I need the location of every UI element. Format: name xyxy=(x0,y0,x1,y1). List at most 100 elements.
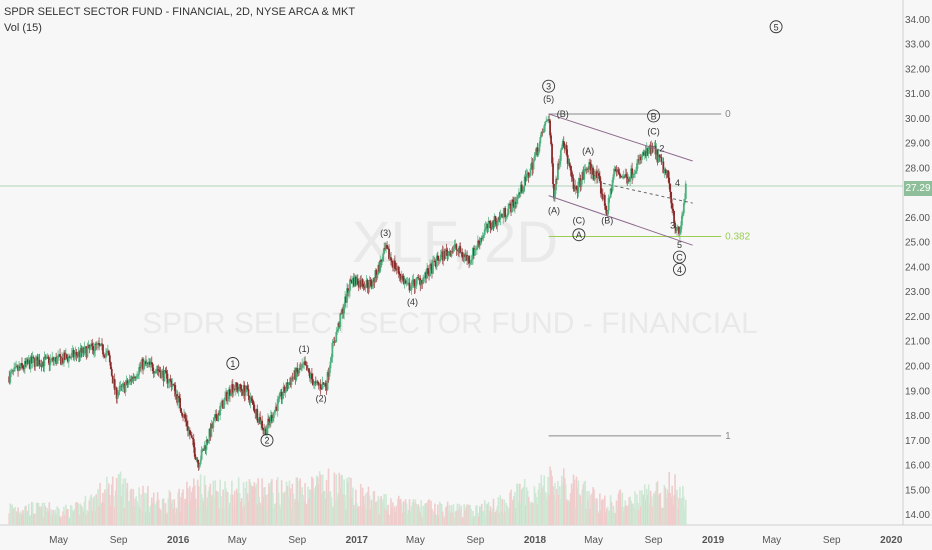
volume-bar xyxy=(517,483,519,525)
volume-bar xyxy=(274,503,276,525)
volume-bar xyxy=(84,495,87,525)
volume-bar xyxy=(587,499,589,525)
candle-body xyxy=(555,179,557,191)
volume-bar xyxy=(230,494,232,525)
candle-body xyxy=(316,381,319,384)
volume-bar xyxy=(613,512,616,525)
volume-bar xyxy=(586,491,588,525)
candle-body xyxy=(430,264,432,266)
volume-bar xyxy=(349,495,351,525)
candle-body xyxy=(601,194,604,200)
candle-body xyxy=(515,201,517,204)
volume-bar xyxy=(338,472,341,525)
volume-bar xyxy=(75,502,78,525)
candle-body xyxy=(149,362,152,365)
volume-bar xyxy=(641,490,643,525)
price-tick-label: 23.00 xyxy=(905,287,930,298)
candle-body xyxy=(400,276,403,280)
candle-body xyxy=(270,415,272,423)
volume-bar xyxy=(393,511,395,525)
candle-body xyxy=(453,245,456,249)
candle-body xyxy=(403,280,406,284)
candle-body xyxy=(656,149,659,163)
candle-body xyxy=(38,359,41,366)
volume-bar xyxy=(388,514,390,525)
candle-body xyxy=(536,147,539,155)
volume-bar xyxy=(279,508,282,525)
volume-bar xyxy=(443,517,446,525)
volume-bar xyxy=(340,475,342,525)
candle-body xyxy=(146,362,149,364)
volume-bar xyxy=(629,496,631,525)
candle-body xyxy=(476,240,479,248)
volume-bar xyxy=(105,492,107,525)
candle-body xyxy=(55,357,58,364)
candle-body xyxy=(151,364,154,372)
volume-bar xyxy=(427,500,429,525)
candle-body xyxy=(676,226,678,231)
volume-bar xyxy=(302,495,304,525)
candle-body xyxy=(301,364,304,368)
candle-body xyxy=(343,307,346,314)
candle-body xyxy=(541,132,544,134)
candle-body xyxy=(265,428,267,435)
candle-body xyxy=(150,362,153,365)
volume-bar xyxy=(93,496,96,525)
candle-body xyxy=(219,405,222,416)
volume-indicator-label[interactable]: Vol (15) xyxy=(4,22,42,34)
volume-bar xyxy=(571,488,574,525)
candle-body xyxy=(280,391,283,400)
candle-body xyxy=(502,213,505,218)
volume-bar xyxy=(81,507,84,525)
candle-body xyxy=(338,322,341,328)
candle-body xyxy=(569,165,572,171)
volume-bar xyxy=(335,474,338,525)
candle-body xyxy=(675,228,677,231)
volume-bar xyxy=(325,479,328,525)
volume-bar xyxy=(522,486,525,525)
volume-bar xyxy=(100,503,102,525)
price-tick-label: 16.00 xyxy=(905,461,930,472)
volume-bar xyxy=(429,505,431,525)
candle-body xyxy=(248,396,251,403)
volume-bar xyxy=(504,511,506,525)
candle-body xyxy=(332,341,335,343)
volume-bar xyxy=(599,493,601,525)
volume-bar xyxy=(643,494,645,525)
candle-body xyxy=(398,273,401,276)
candle-body xyxy=(315,381,318,383)
candle-body xyxy=(579,178,582,188)
candle-body xyxy=(93,351,96,354)
volume-bar xyxy=(495,509,498,525)
volume-bar xyxy=(235,488,238,525)
volume-bar xyxy=(411,502,414,525)
volume-bar xyxy=(106,476,108,525)
volume-bar xyxy=(74,502,77,525)
volume-bar xyxy=(541,488,544,525)
candle-body xyxy=(585,169,588,171)
volume-bar xyxy=(419,512,422,525)
candle-body xyxy=(136,376,139,378)
volume-bar xyxy=(298,480,301,525)
price-tick-label: 20.00 xyxy=(905,361,930,372)
volume-bar xyxy=(352,487,354,525)
candle-body xyxy=(132,376,135,379)
candle-body xyxy=(394,268,397,270)
volume-bar xyxy=(590,494,592,525)
volume-bar xyxy=(395,511,397,525)
candle-body xyxy=(603,194,606,206)
candle-body xyxy=(416,277,419,279)
volume-bar xyxy=(458,504,461,525)
volume-bar xyxy=(653,493,656,525)
candle-body xyxy=(43,356,46,367)
candle-body xyxy=(612,174,615,180)
candle-body xyxy=(345,296,347,303)
volume-bar xyxy=(53,512,55,525)
volume-bar xyxy=(244,488,247,525)
symbol-title[interactable]: SPDR SELECT SECTOR FUND - FINANCIAL, 2D,… xyxy=(4,6,356,18)
candle-body xyxy=(672,208,675,211)
candle-body xyxy=(619,174,622,177)
volume-bar xyxy=(469,504,471,525)
volume-bar xyxy=(650,496,653,525)
